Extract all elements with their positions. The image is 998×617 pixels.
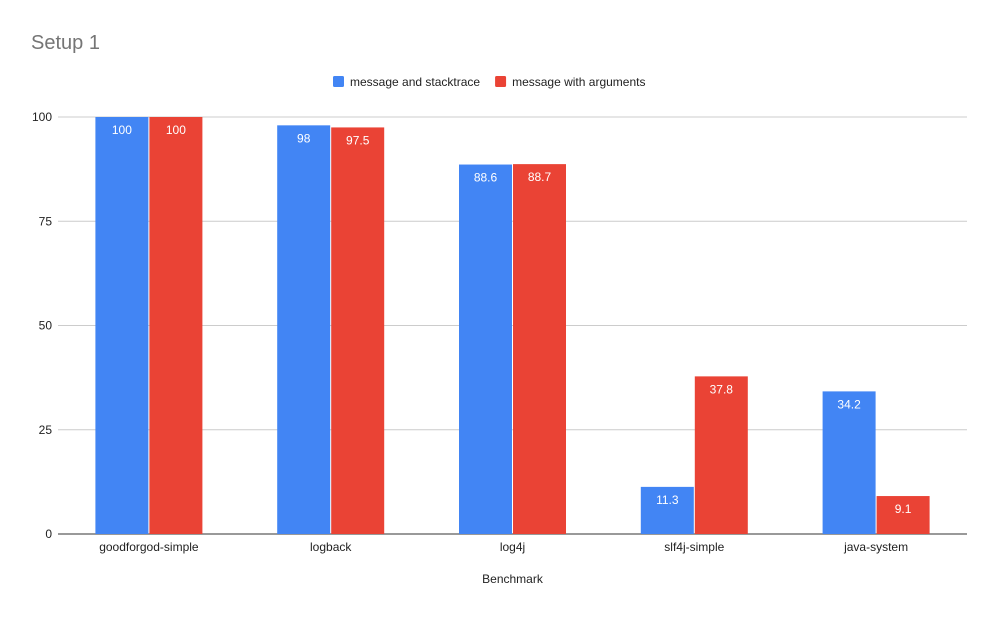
x-tick-label: logback — [310, 540, 352, 554]
data-label: 9.1 — [895, 502, 912, 516]
bar — [459, 164, 512, 534]
x-axis-title: Benchmark — [482, 572, 544, 586]
y-tick-label: 0 — [45, 527, 52, 541]
bar — [513, 164, 566, 534]
data-label: 97.5 — [346, 133, 370, 147]
x-tick-label: slf4j-simple — [664, 540, 724, 554]
data-label: 98 — [297, 131, 311, 145]
data-label: 37.8 — [710, 382, 734, 396]
legend-swatch — [333, 76, 344, 87]
bar — [277, 125, 331, 534]
legend-swatch — [495, 76, 507, 87]
y-tick-label: 50 — [39, 319, 53, 333]
data-label: 11.3 — [656, 493, 679, 507]
chart-title: Setup 1 — [31, 32, 100, 54]
data-label: 100 — [166, 123, 186, 137]
y-tick-label: 25 — [39, 423, 53, 437]
bar — [694, 376, 748, 534]
x-tick-label: goodforgod-simple — [99, 540, 199, 554]
y-tick-label: 75 — [39, 214, 53, 228]
y-tick-label: 100 — [32, 110, 52, 124]
legend-label: message and stacktrace — [350, 75, 480, 89]
data-label: 88.6 — [474, 171, 498, 185]
x-tick-label: java-system — [843, 540, 908, 554]
x-tick-label: log4j — [500, 540, 525, 554]
bar — [640, 486, 694, 534]
bar — [876, 496, 930, 534]
legend-label: message with arguments — [512, 75, 645, 89]
bar — [95, 117, 149, 534]
bar — [331, 127, 385, 535]
data-label: 34.2 — [837, 397, 861, 411]
data-label: 88.7 — [528, 170, 552, 184]
bar — [149, 117, 203, 534]
bar — [822, 391, 876, 534]
data-label: 100 — [112, 123, 132, 137]
